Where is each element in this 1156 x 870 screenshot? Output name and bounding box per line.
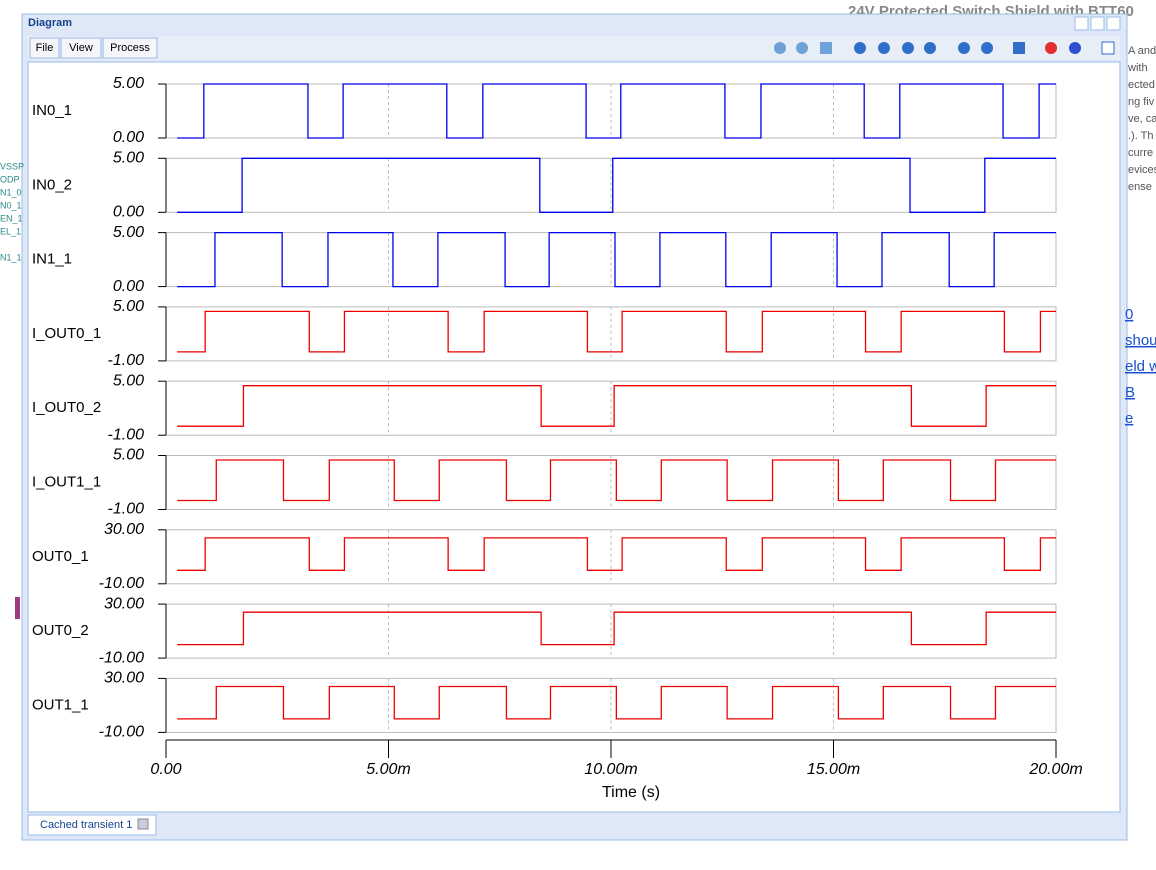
y-tick-label: 0.00: [113, 278, 144, 295]
signal-name: OUT0_1: [32, 548, 89, 565]
y-tick-label: 30.00: [104, 595, 144, 612]
bg-text: VSSP: [0, 161, 24, 171]
y-tick-label: 5.00: [113, 372, 144, 389]
menu-button[interactable]: [60, 37, 102, 59]
waveform: [177, 385, 1056, 427]
cursor-b[interactable]: [1069, 42, 1081, 54]
bg-link: shou: [1125, 332, 1156, 349]
y-tick-label: 0.00: [113, 129, 144, 146]
window-buttons: [1074, 16, 1121, 31]
nav-up[interactable]: [878, 42, 890, 54]
y-tick-label: 5.00: [113, 298, 144, 315]
nav-down[interactable]: [902, 42, 914, 54]
bg-text: ected: [1128, 79, 1155, 91]
nav-right[interactable]: [924, 42, 936, 54]
y-tick-label: 5.00: [113, 224, 144, 241]
tab-close[interactable]: [137, 818, 149, 830]
bg-text: N1_1: [0, 252, 22, 262]
y-tick-label: 5.00: [113, 447, 144, 464]
bg-text: ng fiv: [1128, 96, 1155, 108]
x-tick-label: 15.00m: [807, 761, 860, 778]
signal-name: OUT0_2: [32, 622, 89, 639]
bg-text: curre: [1128, 147, 1153, 159]
collapse[interactable]: [981, 42, 993, 54]
tab[interactable]: [27, 814, 157, 836]
bg-text: ve, ca: [1128, 113, 1156, 125]
bg-text: EL_1: [0, 226, 21, 236]
y-tick-label: -1.00: [108, 426, 145, 443]
bg-text: EN_1: [0, 213, 23, 223]
menu-label: View: [69, 42, 93, 54]
toolbar: [28, 36, 1120, 60]
y-tick-label: 5.00: [113, 75, 144, 92]
nav-left[interactable]: [854, 42, 866, 54]
signal-name: IN1_1: [32, 251, 72, 268]
zoom-fit[interactable]: [820, 42, 832, 54]
bg-text: A and: [1128, 45, 1156, 57]
help-button[interactable]: [1074, 16, 1089, 31]
waveform: [177, 310, 1056, 353]
cursor-a[interactable]: [1045, 42, 1057, 54]
bg-text: evices: [1128, 164, 1156, 176]
x-tick-label: 5.00m: [366, 761, 410, 778]
bg-marker: [15, 597, 20, 619]
bg-link: eld w: [1125, 358, 1156, 375]
zoom-in[interactable]: [774, 42, 786, 54]
menu-label: Process: [110, 42, 150, 54]
y-tick-label: -10.00: [99, 649, 144, 666]
waveform: [177, 537, 1056, 571]
y-tick-label: -10.00: [99, 575, 144, 592]
add[interactable]: [1101, 41, 1115, 55]
y-tick-label: 30.00: [104, 521, 144, 538]
signal-name: I_OUT1_1: [32, 473, 101, 490]
bg-text: ODP: [0, 174, 20, 184]
y-tick-label: 30.00: [104, 670, 144, 687]
tab-label: Cached transient 1: [40, 819, 132, 831]
bg-link: e: [1125, 410, 1133, 427]
waveform: [177, 685, 1056, 720]
signal-name: I_OUT0_1: [32, 325, 101, 342]
bg-text: N0_1: [0, 200, 22, 210]
expand[interactable]: [958, 42, 970, 54]
signal-name: IN0_1: [32, 102, 72, 119]
x-axis-title: Time (s): [602, 784, 660, 801]
waveform: [177, 157, 1056, 213]
minimize-button[interactable]: [1090, 16, 1105, 31]
info[interactable]: [1013, 42, 1025, 54]
bg-link: 0: [1125, 306, 1133, 323]
bg-text: .). Th: [1128, 130, 1153, 142]
bg-text: with: [1127, 62, 1148, 74]
bg-text: N1_0: [0, 187, 22, 197]
close-button[interactable]: [1106, 16, 1121, 31]
toolbar-icons: [774, 41, 1115, 55]
menu-button[interactable]: [102, 37, 158, 59]
x-tick-label: 20.00m: [1028, 761, 1082, 778]
y-tick-label: -1.00: [108, 501, 145, 518]
menu-label: File: [36, 42, 54, 54]
bg-text: ense: [1128, 181, 1152, 193]
waveform: [177, 231, 1056, 288]
y-tick-label: 0.00: [113, 204, 144, 221]
window-title: Diagram: [28, 17, 72, 29]
waveform: [177, 611, 1056, 646]
menu-button[interactable]: [29, 37, 60, 59]
zoom-out[interactable]: [796, 42, 808, 54]
signal-name: I_OUT0_2: [32, 399, 101, 416]
signal-name: IN0_2: [32, 176, 72, 193]
signal-name: OUT1_1: [32, 696, 89, 713]
x-tick-label: 10.00m: [584, 761, 637, 778]
y-tick-label: -10.00: [99, 724, 144, 741]
y-tick-label: 5.00: [113, 150, 144, 167]
plot-area: [27, 61, 1121, 813]
x-tick-label: 0.00: [150, 761, 181, 778]
bg-link: B: [1125, 384, 1135, 401]
waveform: [177, 459, 1056, 502]
y-tick-label: -1.00: [108, 352, 145, 369]
waveform: [177, 83, 1056, 139]
